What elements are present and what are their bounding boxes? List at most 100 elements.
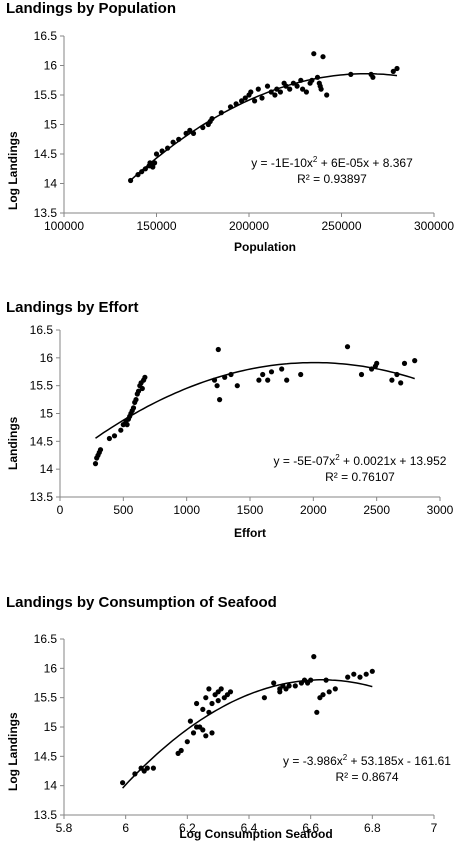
trendline-equation: y = -1E-10x2 + 6E-05x + 8.367 R² = 0.938…	[251, 155, 413, 187]
data-point	[412, 358, 418, 364]
x-tick-label: 200000	[229, 219, 269, 233]
data-point	[260, 371, 266, 378]
data-point	[106, 435, 112, 442]
chart-title: Landings by Consumption of Seafood	[6, 594, 277, 611]
y-tick-label: 16.5	[34, 632, 58, 646]
data-point	[135, 172, 141, 178]
x-axis-label: Population	[234, 240, 296, 254]
x-tick-label: 100000	[44, 219, 84, 233]
chart-title: Landings by Population	[6, 0, 176, 17]
data-point	[252, 98, 258, 104]
data-point	[256, 377, 262, 383]
y-tick-label: 14	[40, 462, 54, 476]
data-point	[203, 733, 209, 739]
x-tick-label: 500	[113, 503, 133, 517]
y-tick-label: 13.5	[34, 206, 58, 220]
x-tick-label: 5.8	[56, 821, 73, 835]
data-point	[283, 83, 289, 89]
equation-suffix: + 0.0021x + 13.952	[339, 454, 447, 468]
data-point	[309, 77, 315, 83]
x-tick-label: 7	[431, 821, 438, 835]
data-point	[277, 89, 283, 95]
data-point	[209, 730, 215, 736]
data-point	[370, 74, 376, 80]
data-point	[271, 680, 277, 686]
data-point	[214, 383, 220, 389]
data-point	[323, 677, 329, 683]
data-point	[139, 385, 145, 392]
data-point	[227, 104, 234, 110]
x-tick-label: 1000	[173, 503, 200, 517]
x-tick-label: 6.4	[241, 821, 258, 835]
x-tick-label: 2500	[363, 503, 390, 517]
data-point	[165, 145, 171, 151]
effort-chart: Landings by Effort Landings Effort y = -…	[0, 283, 461, 565]
data-point	[324, 92, 330, 98]
data-point	[294, 83, 300, 89]
y-tick-label: 14.5	[34, 749, 58, 763]
data-point	[206, 686, 212, 692]
data-point	[332, 686, 338, 692]
data-point	[130, 405, 137, 411]
y-tick-label: 15.5	[30, 379, 54, 393]
data-point	[133, 397, 139, 403]
data-point	[369, 366, 375, 372]
data-point	[159, 148, 165, 154]
equation-prefix: y = -5E-07x	[273, 454, 336, 468]
data-point	[200, 706, 206, 712]
data-point	[298, 371, 304, 378]
data-point	[320, 54, 326, 60]
data-point	[132, 771, 138, 777]
data-point	[369, 668, 375, 674]
data-point	[390, 68, 396, 74]
y-tick-label: 13.5	[34, 808, 58, 822]
y-tick-label: 16	[44, 59, 58, 73]
data-point	[190, 730, 197, 736]
data-point	[209, 116, 215, 122]
data-point	[345, 674, 351, 680]
data-point	[300, 86, 306, 92]
data-point	[170, 139, 176, 145]
x-tick-label: 1500	[237, 503, 264, 517]
plot-area: 13.5 14 14.5 15 15.5 16 16.5 5.8 6 6.2 6.4 6.6 6.8 7	[34, 632, 438, 835]
data-point	[124, 422, 130, 428]
data-point	[311, 654, 317, 660]
data-point	[184, 739, 190, 745]
data-point	[218, 110, 224, 116]
data-point	[144, 765, 150, 771]
y-tick-label: 16	[44, 661, 58, 675]
data-point	[176, 136, 182, 142]
data-point	[303, 89, 309, 95]
data-point	[118, 427, 124, 433]
data-point	[206, 709, 212, 715]
population-chart: Landings by Population Log Landings Popu…	[0, 0, 461, 282]
data-point	[326, 689, 332, 695]
y-tick-label: 15	[40, 407, 54, 421]
plot-area: 13.5 14 14.5 15 15.5 16 16.5 0 500 1000 1500 2000 25…	[30, 323, 454, 517]
data-point	[401, 360, 408, 366]
x-tick-label: 6.2	[179, 821, 196, 835]
y-tick-label: 16	[40, 351, 54, 365]
x-tick-label: 3000	[427, 503, 454, 517]
x-tick-label: 0	[57, 503, 64, 517]
data-point	[261, 695, 267, 701]
chart-title: Landings by Effort	[6, 299, 139, 316]
trendline	[95, 361, 415, 439]
data-point	[153, 151, 160, 157]
data-point	[268, 89, 274, 95]
r-squared: R² = 0.76107	[325, 470, 395, 484]
data-point	[394, 371, 400, 378]
y-tick-label: 14.5	[30, 434, 54, 448]
data-point	[344, 344, 351, 350]
r-squared: R² = 0.8674	[335, 770, 399, 784]
y-tick-label: 15.5	[34, 88, 58, 102]
x-tick-label: 6	[122, 821, 129, 835]
data-point	[215, 698, 221, 704]
data-point	[142, 374, 148, 380]
data-point	[200, 124, 206, 131]
y-tick-label: 14	[44, 779, 58, 793]
data-point	[314, 709, 320, 715]
x-tick-label: 250000	[321, 219, 361, 233]
data-point	[389, 377, 395, 383]
y-tick-label: 13.5	[30, 490, 54, 504]
